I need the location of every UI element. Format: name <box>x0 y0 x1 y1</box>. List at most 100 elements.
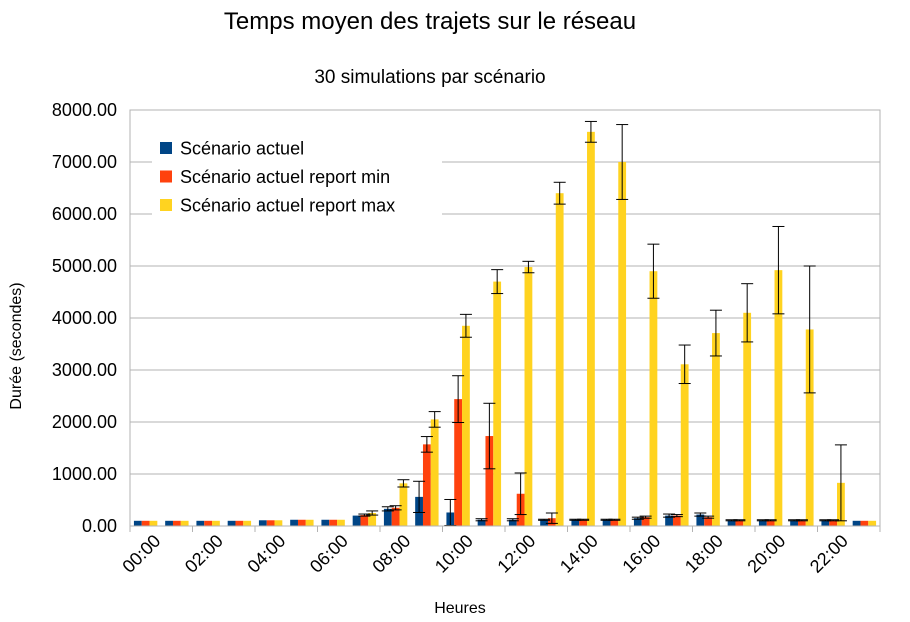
bar <box>337 519 345 526</box>
legend-label: Scénario actuel report max <box>180 196 395 216</box>
error-bar <box>741 283 754 343</box>
bar <box>352 515 361 526</box>
error-bar <box>670 514 683 518</box>
error-bar <box>444 498 457 526</box>
x-tick-label: 06:00 <box>306 531 352 577</box>
error-bar <box>366 510 379 516</box>
bar <box>422 444 431 526</box>
bar <box>508 519 517 526</box>
bar <box>391 507 400 526</box>
bar <box>274 520 283 526</box>
y-axis-label: Durée (secondes) <box>8 282 25 409</box>
bar <box>868 520 877 526</box>
error-bar <box>545 512 558 524</box>
error-bar <box>389 505 402 511</box>
x-tick-label: 04:00 <box>243 531 289 577</box>
x-tick-label: 16:00 <box>618 531 664 577</box>
y-tick-label: 5000.00 <box>52 256 117 276</box>
error-bar <box>678 344 691 385</box>
bar <box>649 271 658 526</box>
bar <box>477 519 486 526</box>
y-tick-label: 7000.00 <box>52 152 117 172</box>
bar <box>829 520 838 526</box>
bar <box>610 519 619 526</box>
x-tick-label: 02:00 <box>181 531 227 577</box>
x-tick-label: 10:00 <box>431 531 477 577</box>
bar <box>633 518 642 526</box>
error-bar <box>772 225 785 315</box>
y-tick-label: 3000.00 <box>52 360 117 380</box>
x-tick-label: 22:00 <box>806 531 852 577</box>
error-bars <box>358 120 847 526</box>
bar <box>227 520 236 526</box>
chart-title: Temps moyen des trajets sur le réseau <box>224 8 636 35</box>
error-bar <box>420 436 433 453</box>
bar <box>266 520 275 526</box>
bar <box>454 399 463 526</box>
legend-swatch <box>160 170 172 183</box>
bar <box>399 483 408 526</box>
bar <box>774 270 783 526</box>
bar <box>696 514 705 526</box>
error-bar <box>803 265 816 394</box>
x-tick-label: 14:00 <box>556 531 602 577</box>
bar <box>180 520 189 526</box>
bar <box>485 436 494 526</box>
bar <box>430 419 439 526</box>
y-tick-label: 0.00 <box>82 516 117 536</box>
y-axis-ticks: 0.00 1000.00 2000.00 3000.00 4000.00 5000.00 6… <box>52 100 117 536</box>
bar <box>712 333 720 526</box>
bar <box>571 519 580 526</box>
error-bar <box>538 518 551 521</box>
error-bar <box>522 260 535 274</box>
bar <box>587 131 595 526</box>
x-tick-label: 20:00 <box>743 531 789 577</box>
legend-swatch <box>160 199 172 211</box>
bar <box>290 519 298 526</box>
bar <box>141 520 150 526</box>
error-bar <box>483 402 496 470</box>
bar <box>790 520 798 526</box>
bar <box>540 519 548 526</box>
x-tick-label: 00:00 <box>118 531 164 577</box>
error-bar <box>616 124 629 200</box>
bar <box>204 520 213 526</box>
y-tick-label: 4000.00 <box>52 308 117 328</box>
bar <box>602 519 611 526</box>
bar <box>524 267 533 526</box>
x-axis-label: Heures <box>434 600 486 617</box>
error-bar <box>553 181 566 205</box>
bar <box>743 312 752 526</box>
bar <box>704 517 713 526</box>
error-bar <box>709 309 722 357</box>
bar <box>672 515 681 526</box>
bar <box>493 281 502 526</box>
bar <box>758 520 767 526</box>
bar <box>797 520 806 526</box>
chart-subtitle: 30 simulations par scénario <box>314 67 545 88</box>
y-tick-label: 1000.00 <box>52 464 117 484</box>
x-axis-ticks: 00:00 02:00 04:00 06:00 08:00 10:00 12:00 14:00… <box>118 526 881 577</box>
error-bar <box>459 313 472 338</box>
error-bar <box>358 513 371 517</box>
error-bar <box>608 518 621 521</box>
bar <box>258 520 267 526</box>
bar <box>297 519 306 526</box>
bar <box>805 329 814 526</box>
error-bar <box>584 120 597 143</box>
bar <box>680 364 689 526</box>
legend-label: Scénario actuel report min <box>180 167 390 187</box>
error-bar <box>475 518 488 522</box>
bar <box>665 515 673 526</box>
bar <box>305 519 314 526</box>
bar <box>383 508 392 526</box>
error-bar <box>514 472 527 516</box>
error-bar <box>834 444 847 522</box>
bar <box>735 520 744 526</box>
bar <box>618 162 627 526</box>
error-bar <box>733 519 746 522</box>
bar <box>235 520 244 526</box>
error-bar <box>381 506 394 512</box>
error-bar <box>428 411 441 428</box>
